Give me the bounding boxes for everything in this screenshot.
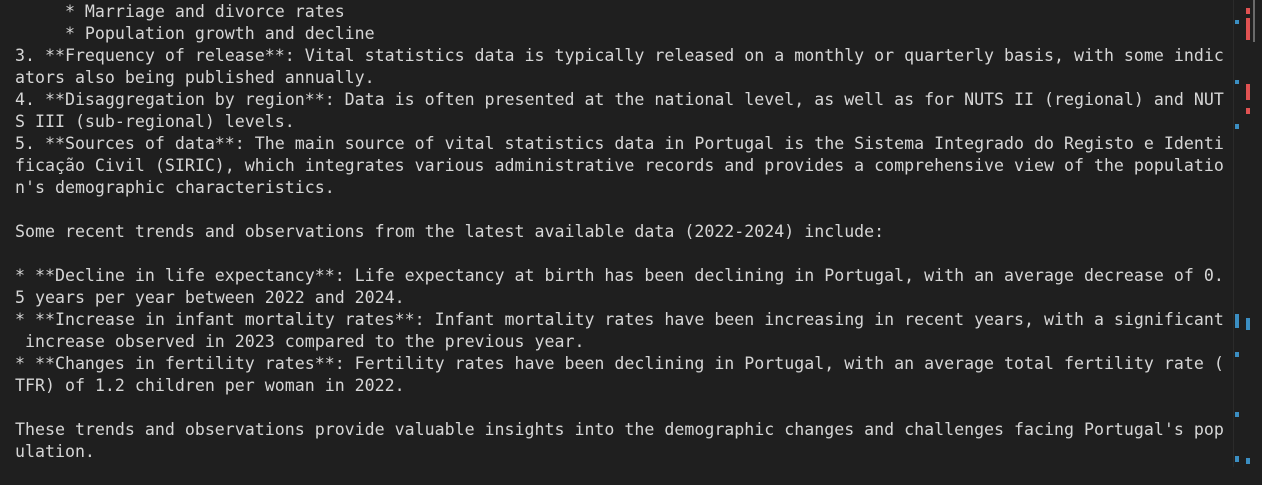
scroll-marker bbox=[1246, 458, 1250, 464]
output-line: * **Decline in life expectancy**: Life e… bbox=[15, 266, 1224, 285]
output-line: 5. **Sources of data**: The main source … bbox=[15, 134, 1224, 153]
output-line: S III (sub-regional) levels. bbox=[15, 112, 295, 131]
scroll-marker bbox=[1235, 412, 1239, 417]
scroll-marker bbox=[1235, 80, 1239, 84]
output-line: 4. **Disaggregation by region**: Data is… bbox=[15, 90, 1224, 109]
scroll-marker bbox=[1235, 456, 1239, 462]
output-line: 5 years per year between 2022 and 2024. bbox=[15, 288, 405, 307]
output-line: ficação Civil (SIRIC), which integrates … bbox=[15, 156, 1224, 175]
output-line: * Population growth and decline bbox=[15, 24, 375, 43]
output-line: * **Changes in fertility rates**: Fertil… bbox=[15, 354, 1224, 373]
text-block: * **Decline in life expectancy**: Life e… bbox=[15, 265, 1230, 397]
scroll-marker bbox=[1235, 314, 1239, 328]
output-line: n's demographic characteristics. bbox=[15, 178, 335, 197]
terminal-output: * Marriage and divorce rates * Populatio… bbox=[15, 1, 1230, 485]
scroll-marker bbox=[1235, 20, 1239, 24]
terminal-window: {"terminal": {"blocks": [ {"lines": [ " … bbox=[15, 0, 1262, 467]
output-line: increase observed in 2023 compared to th… bbox=[15, 332, 585, 351]
output-line: TFR) of 1.2 children per woman in 2022. bbox=[15, 376, 405, 395]
scrollbar[interactable] bbox=[1233, 0, 1262, 467]
scroll-marker bbox=[1246, 318, 1250, 330]
output-line: * **Increase in infant mortality rates**… bbox=[15, 310, 1224, 329]
output-line: 3. **Frequency of release**: Vital stati… bbox=[15, 46, 1224, 65]
scroll-marker bbox=[1246, 108, 1250, 114]
text-block: Some recent trends and observations from… bbox=[15, 221, 1230, 243]
text-block: * Marriage and divorce rates * Populatio… bbox=[15, 1, 1230, 199]
scroll-marker bbox=[1246, 8, 1250, 14]
text-block: These trends and observations provide va… bbox=[15, 419, 1230, 463]
output-line: These trends and observations provide va… bbox=[15, 420, 1224, 439]
scroll-marker bbox=[1235, 352, 1239, 357]
output-line: ators also being published annually. bbox=[15, 68, 375, 87]
output-line: Some recent trends and observations from… bbox=[15, 222, 885, 241]
scroll-thumb[interactable] bbox=[1253, 0, 1255, 42]
scroll-marker bbox=[1246, 84, 1250, 100]
scroll-marker bbox=[1246, 18, 1250, 40]
output-line: * Marriage and divorce rates bbox=[15, 2, 345, 21]
output-line: ulation. bbox=[15, 442, 95, 461]
scroll-marker bbox=[1235, 124, 1239, 129]
